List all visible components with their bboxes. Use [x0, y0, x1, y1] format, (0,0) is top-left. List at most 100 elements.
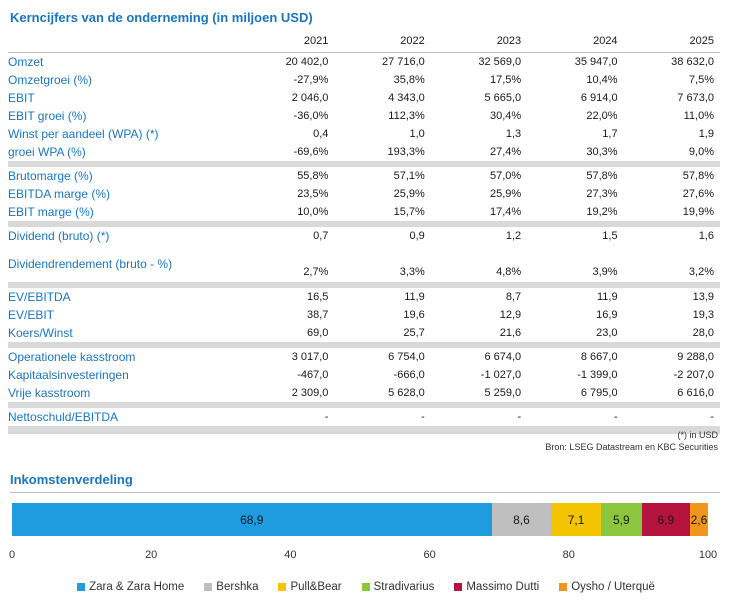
value-cell: 19,2% [586, 206, 618, 218]
value-cell: 32 569,0 [430, 52, 528, 71]
value-cell: 16,9 [596, 309, 618, 321]
value-cell: 6 754,0 [388, 351, 425, 363]
value-cell: - [517, 411, 522, 423]
value-cell: 8 667,0 [580, 351, 618, 363]
value-cell: 8,7 [505, 291, 522, 303]
value-cell: -27,9% [293, 74, 329, 86]
value-cell: 9 288,0 [677, 351, 714, 363]
key-figures-table: 2021 2022 2023 2024 2025 Omzet 20 402,0 27 716,… [8, 33, 720, 434]
value-cell: 69,0 [306, 327, 329, 339]
row-label: Kapitaalsinvesteringen [8, 368, 129, 382]
value-cell: 4 343,0 [388, 92, 425, 104]
bar-segment: 8,6 [491, 503, 552, 536]
legend-label: Stradivarius [373, 581, 435, 593]
value-cell: 19,3 [692, 309, 714, 321]
legend-label: Zara & Zara Home [89, 581, 185, 593]
legend-label: Pull&Bear [290, 581, 342, 593]
year-header: 2022 [400, 35, 425, 47]
value-cell: 1,6 [698, 230, 714, 242]
value-cell: 2 309,0 [291, 387, 329, 399]
value-cell: -69,6% [293, 146, 329, 158]
table-row: Nettoschuld/EBITDA - - - - - [8, 408, 720, 426]
value-cell: 3 017,0 [291, 351, 329, 363]
table-row: EV/EBIT 38,7 19,6 12,9 16,9 19,3 [8, 306, 720, 324]
legend-item: Bershka [204, 581, 258, 593]
value-cell: 30,3% [586, 146, 618, 158]
value-cell: 27 716,0 [334, 52, 431, 71]
row-label: EBIT [8, 91, 35, 105]
value-cell: - [421, 411, 425, 423]
value-cell: 7,5% [688, 74, 714, 86]
legend-item: Stradivarius [361, 581, 435, 593]
value-cell: -36,0% [293, 110, 329, 122]
x-tick-label: 40 [284, 549, 297, 561]
row-label: EBIT marge (%) [8, 205, 94, 219]
group-separator [8, 161, 720, 167]
value-cell: 11,0% [683, 110, 714, 122]
footnote: (*) in USD [677, 430, 718, 440]
value-cell: 5 628,0 [388, 387, 425, 399]
chart-title: Inkomstenverdeling [10, 472, 133, 487]
x-tick-label: 80 [562, 549, 575, 561]
value-cell: - [613, 411, 618, 423]
value-cell: 35 947,0 [527, 52, 624, 71]
header-label-cell [8, 33, 238, 53]
value-cell: 19,9% [682, 206, 714, 218]
table-row: Koers/Winst 69,0 25,7 21,6 23,0 28,0 [8, 324, 720, 342]
row-label: groei WPA (%) [8, 145, 86, 159]
group-separator [8, 342, 720, 348]
value-cell: 3,2% [688, 266, 714, 278]
separator-cell [8, 342, 720, 348]
value-cell: 2 046,0 [291, 92, 329, 104]
value-cell: 19,6 [403, 309, 425, 321]
legend-swatch [559, 583, 568, 591]
row-label: EBIT groei (%) [8, 109, 87, 123]
table-row: groei WPA (%) -69,6% 193,3% 27,4% 30,3% 9,0% [8, 143, 720, 161]
legend-swatch [77, 583, 86, 591]
value-cell: 25,9% [393, 188, 425, 200]
separator-cell [8, 221, 720, 227]
revenue-stacked-bar: 68,9 8,6 7,1 5,9 6,9 2,6 [12, 503, 708, 536]
table-row: EBIT marge (%) 10,0% 15,7% 17,4% 19,2% 19,9% [8, 203, 720, 221]
value-cell: 27,6% [682, 188, 714, 200]
value-cell: 35,8% [393, 74, 425, 86]
x-tick-label: 60 [423, 549, 436, 561]
table-row: EBITDA marge (%) 23,5% 25,9% 25,9% 27,3% 27,6… [8, 185, 720, 203]
value-cell: 23,5% [297, 188, 329, 200]
year-header: 2025 [689, 35, 714, 47]
value-cell: 10,4% [586, 74, 618, 86]
table-row: Brutomarge (%) 55,8% 57,1% 57,0% 57,8% 57,8% [8, 167, 720, 185]
legend-item: Zara & Zara Home [77, 581, 184, 593]
table-row: EBIT 2 046,0 4 343,0 5 665,0 6 914,0 7 673,0 [8, 89, 720, 107]
value-cell: 1,2 [505, 230, 522, 242]
value-cell: - [710, 411, 714, 423]
legend-swatch [454, 583, 463, 591]
value-cell: 5 259,0 [484, 387, 522, 399]
row-label: Dividend (bruto) (*) [8, 229, 110, 243]
value-cell: -1 399,0 [577, 369, 618, 381]
value-cell: 1,3 [505, 128, 522, 140]
table-row: Omzet 20 402,0 27 716,0 32 569,0 35 947,0 38 … [8, 52, 720, 71]
value-cell: 112,3% [388, 110, 425, 122]
value-cell: 22,0% [586, 110, 618, 122]
row-label: EBITDA marge (%) [8, 187, 111, 201]
row-label: EV/EBITDA [8, 290, 71, 304]
legend-item: Massimo Dutti [454, 581, 539, 593]
value-cell: 1,5 [602, 230, 618, 242]
value-cell: 2,7% [303, 266, 329, 278]
legend-item: Pull&Bear [278, 581, 342, 593]
value-cell: 27,4% [489, 146, 522, 158]
value-cell: 38 632,0 [623, 52, 720, 71]
value-cell: 23,0 [596, 327, 618, 339]
table-row: Vrije kasstroom 2 309,0 5 628,0 5 259,0 6 79… [8, 384, 720, 402]
chart-legend: Zara & Zara Home Bershka Pull&Bear Stradiva… [0, 581, 732, 593]
group-separator [8, 282, 720, 288]
x-tick-label: 0 [8, 549, 16, 561]
value-cell: 30,4% [489, 110, 522, 122]
value-cell: 20 402,0 [238, 52, 335, 71]
legend-swatch [204, 583, 213, 591]
row-label: Winst per aandeel (WPA) (*) [8, 127, 159, 141]
table-row: Kapitaalsinvesteringen -467,0 -666,0 -1 027… [8, 366, 720, 384]
value-cell: 15,7% [393, 206, 425, 218]
value-cell: 1,9 [698, 128, 714, 140]
